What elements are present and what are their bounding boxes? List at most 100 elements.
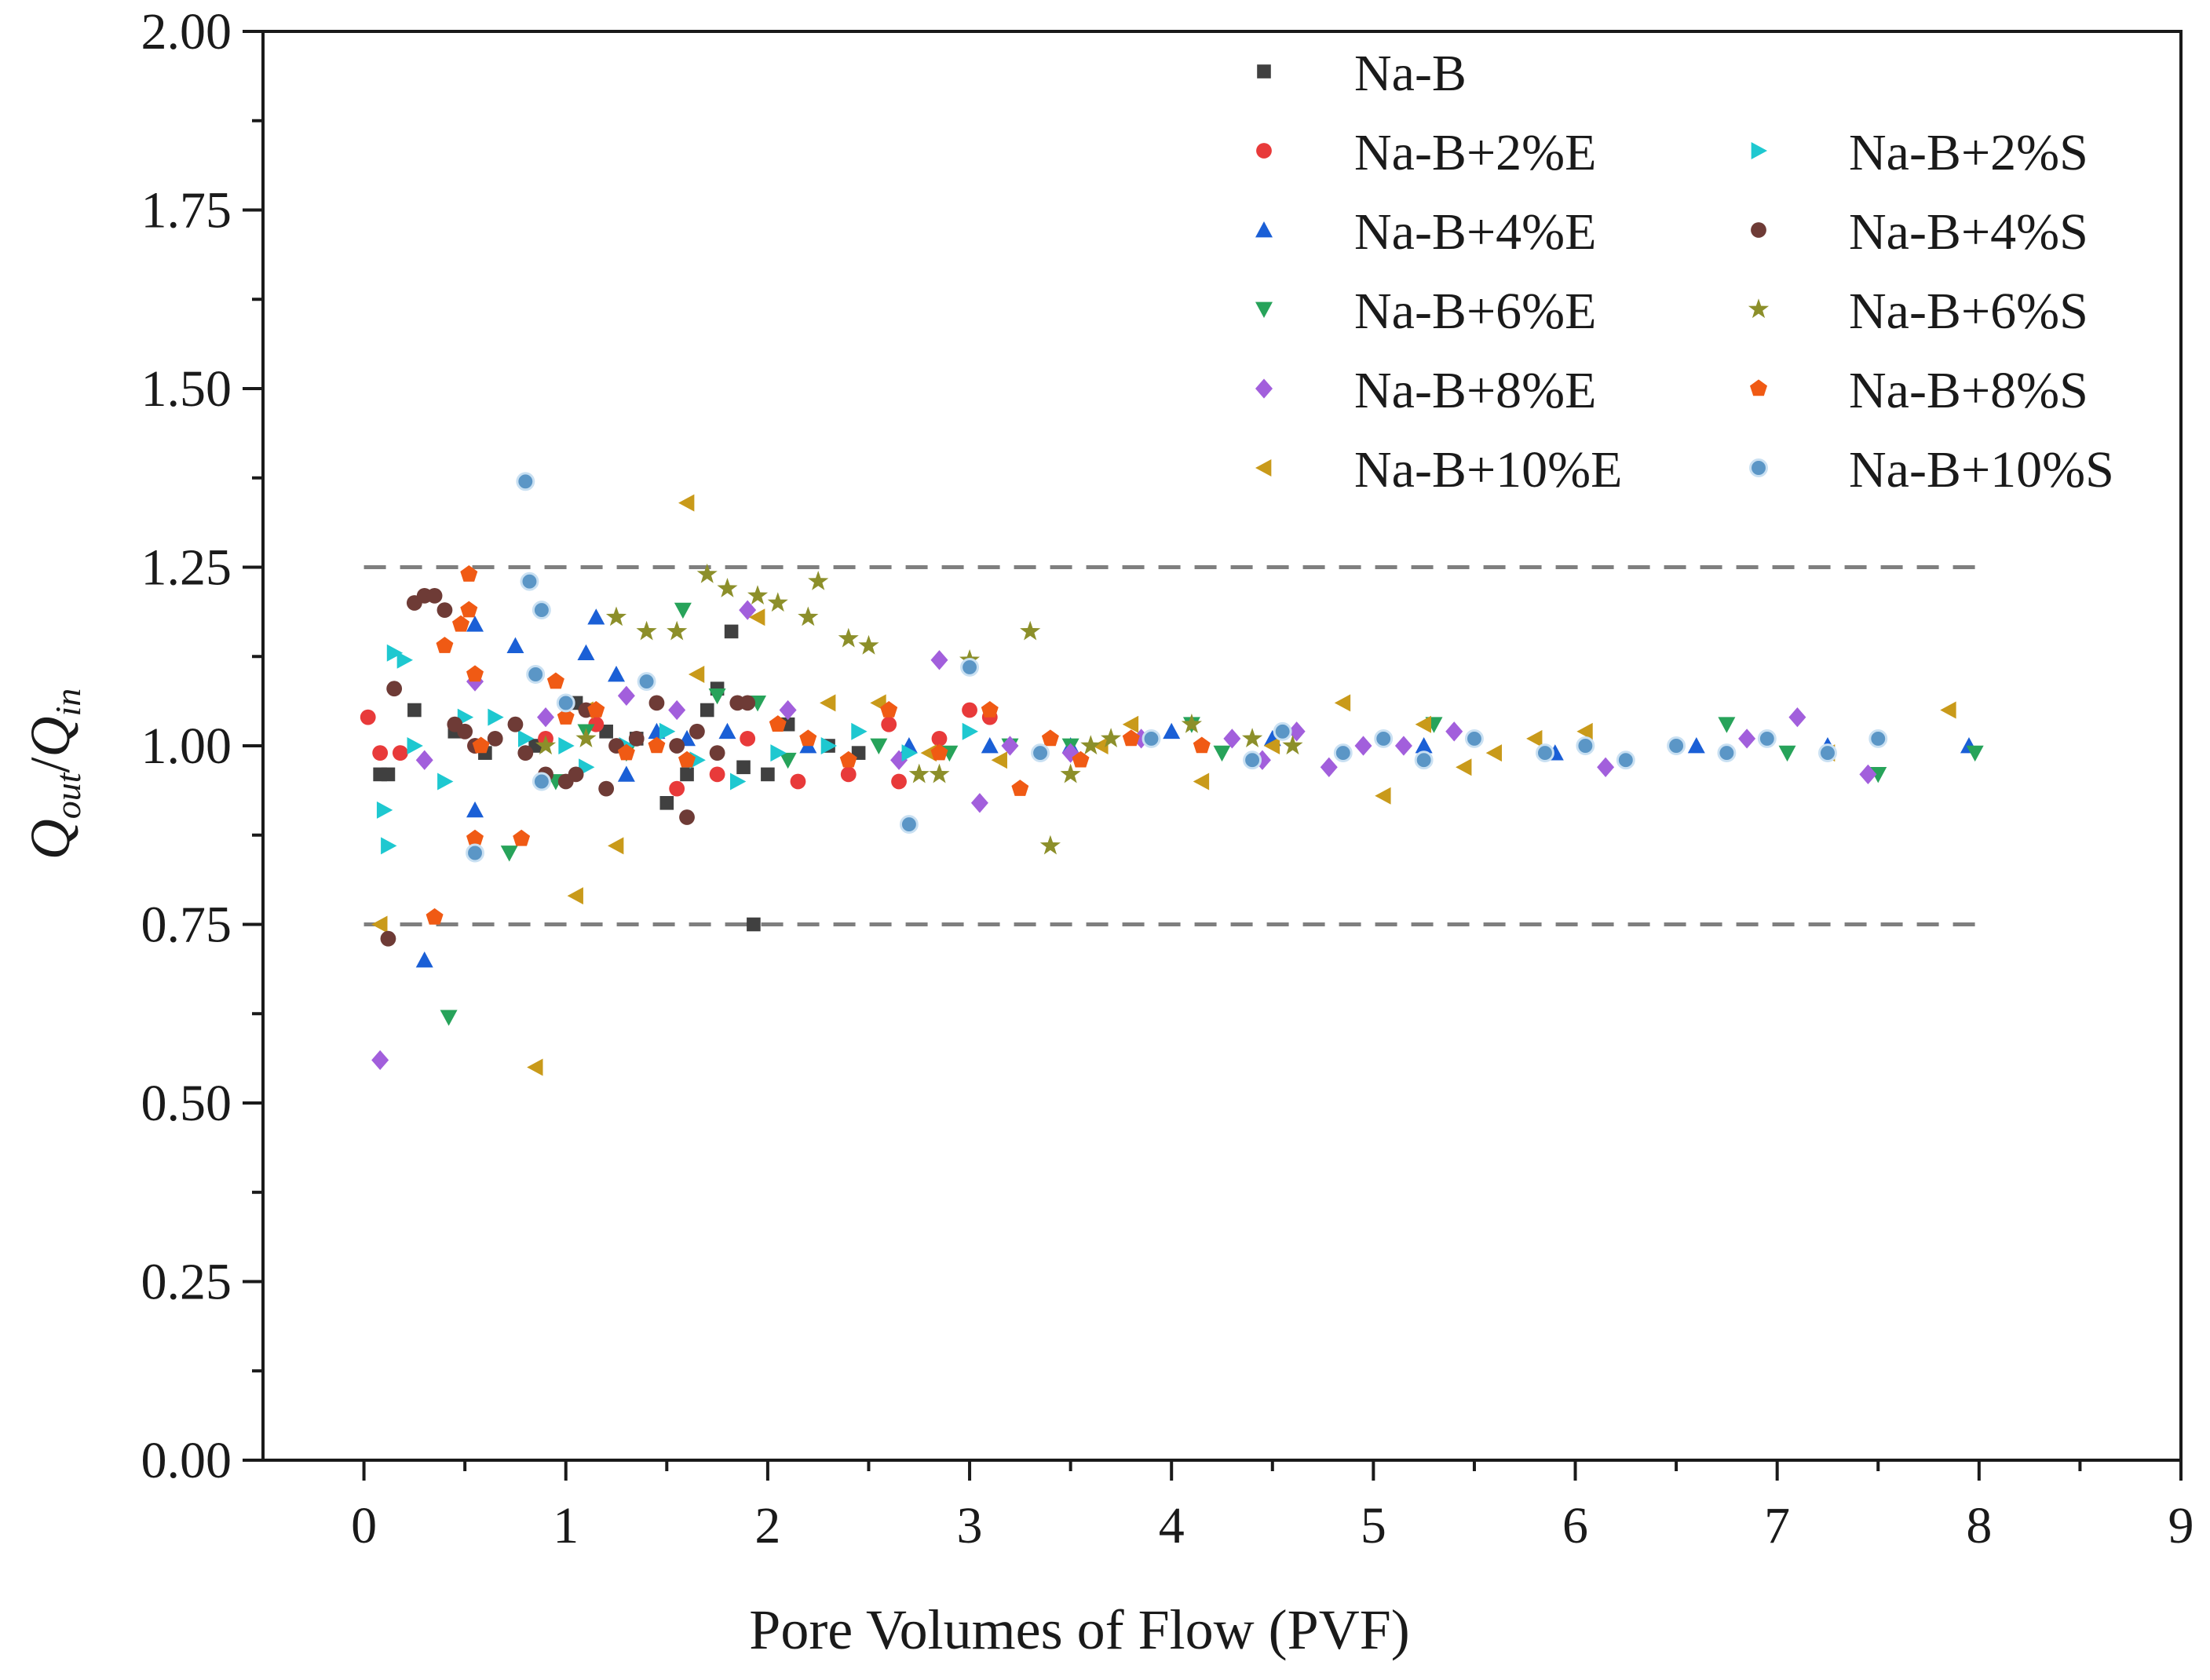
x-tick-label: 7	[1764, 1497, 1790, 1554]
data-point	[617, 685, 635, 706]
data-point	[426, 908, 444, 925]
data-point	[617, 765, 635, 782]
data-point	[718, 722, 736, 740]
data-point	[1213, 745, 1231, 762]
data-point	[1868, 729, 1888, 748]
data-point	[516, 472, 535, 491]
data-point	[1001, 736, 1019, 756]
data-point	[761, 767, 775, 782]
data-point	[1718, 717, 1736, 733]
y-tick-label: 1.25	[141, 539, 232, 597]
data-point	[605, 606, 627, 626]
series-na-b-8-s	[426, 565, 1211, 925]
legend-marker	[1748, 298, 1770, 319]
data-point	[870, 738, 888, 754]
data-point	[381, 767, 396, 782]
data-point	[1122, 715, 1139, 733]
data-point	[527, 1058, 543, 1076]
data-point	[1354, 736, 1372, 756]
data-point	[371, 915, 388, 933]
data-point	[452, 615, 469, 632]
data-point	[908, 763, 930, 783]
legend-marker	[1255, 301, 1273, 318]
legend-label: Na-B+8%S	[1849, 362, 2088, 419]
data-point	[739, 600, 757, 620]
data-point	[466, 665, 484, 682]
data-point	[1415, 715, 1432, 733]
data-point	[598, 780, 615, 797]
data-point	[460, 601, 478, 618]
data-point	[1263, 737, 1280, 754]
series-na-b-6-e	[440, 602, 1984, 1026]
legend-marker	[1255, 378, 1273, 399]
data-point	[851, 722, 868, 740]
data-point	[617, 743, 635, 761]
x-tick-label: 4	[1159, 1497, 1185, 1554]
data-point	[568, 766, 584, 783]
data-point	[709, 745, 725, 761]
data-point	[881, 716, 897, 732]
data-point	[1060, 763, 1081, 783]
data-point	[679, 809, 695, 825]
data-point	[587, 701, 605, 718]
data-point	[930, 650, 948, 670]
data-point	[396, 651, 414, 669]
data-point	[1273, 721, 1292, 741]
data-point	[466, 843, 484, 863]
data-point	[577, 644, 595, 661]
data-point	[513, 829, 531, 846]
y-tick-label: 1.00	[141, 718, 232, 775]
y-title-slash: /	[19, 757, 82, 772]
data-point	[931, 731, 948, 747]
data-point	[1859, 764, 1877, 785]
data-points	[360, 472, 1984, 1076]
x-axis-title: Pore Volumes of Flow (PVF)	[749, 1598, 1409, 1661]
data-point	[1576, 736, 1595, 755]
reference-lines	[363, 565, 1979, 926]
data-point	[808, 571, 829, 590]
data-point	[426, 588, 443, 604]
data-point	[407, 737, 423, 754]
data-point	[779, 699, 797, 721]
legend-label: Na-B+6%E	[1354, 283, 1596, 340]
data-point	[669, 738, 685, 754]
data-point	[587, 608, 605, 625]
data-point	[1414, 751, 1434, 770]
data-point	[700, 703, 714, 718]
data-point	[1445, 721, 1463, 742]
data-point	[838, 627, 859, 648]
data-point	[1576, 722, 1593, 740]
data-point	[648, 736, 666, 754]
y-title-sub1: out	[48, 772, 88, 819]
data-point	[708, 688, 726, 705]
data-point	[1818, 743, 1837, 763]
data-point	[668, 699, 686, 721]
legend-label: Na-B+6%S	[1849, 283, 2088, 340]
data-point	[1616, 751, 1635, 770]
data-point	[535, 735, 557, 755]
data-point	[460, 565, 478, 582]
data-point	[466, 801, 484, 818]
x-tick-label: 9	[2168, 1497, 2194, 1554]
data-point	[659, 722, 676, 740]
y-axis-title: Qout/Qin	[19, 688, 88, 860]
data-point	[517, 745, 534, 761]
legend-marker	[1256, 143, 1272, 159]
data-point	[736, 760, 751, 775]
data-point	[962, 722, 979, 740]
data-point	[1333, 743, 1353, 763]
data-point	[457, 723, 473, 740]
data-point	[1536, 743, 1554, 763]
series-na-b-6-s	[535, 563, 1303, 855]
data-point	[799, 729, 817, 747]
data-point	[557, 708, 575, 725]
data-point	[747, 585, 769, 604]
data-point	[637, 672, 656, 692]
data-point	[740, 695, 756, 711]
data-point	[1717, 743, 1737, 763]
data-point	[930, 743, 948, 761]
data-point	[770, 744, 787, 762]
data-point	[1597, 757, 1615, 777]
data-point	[376, 801, 393, 819]
